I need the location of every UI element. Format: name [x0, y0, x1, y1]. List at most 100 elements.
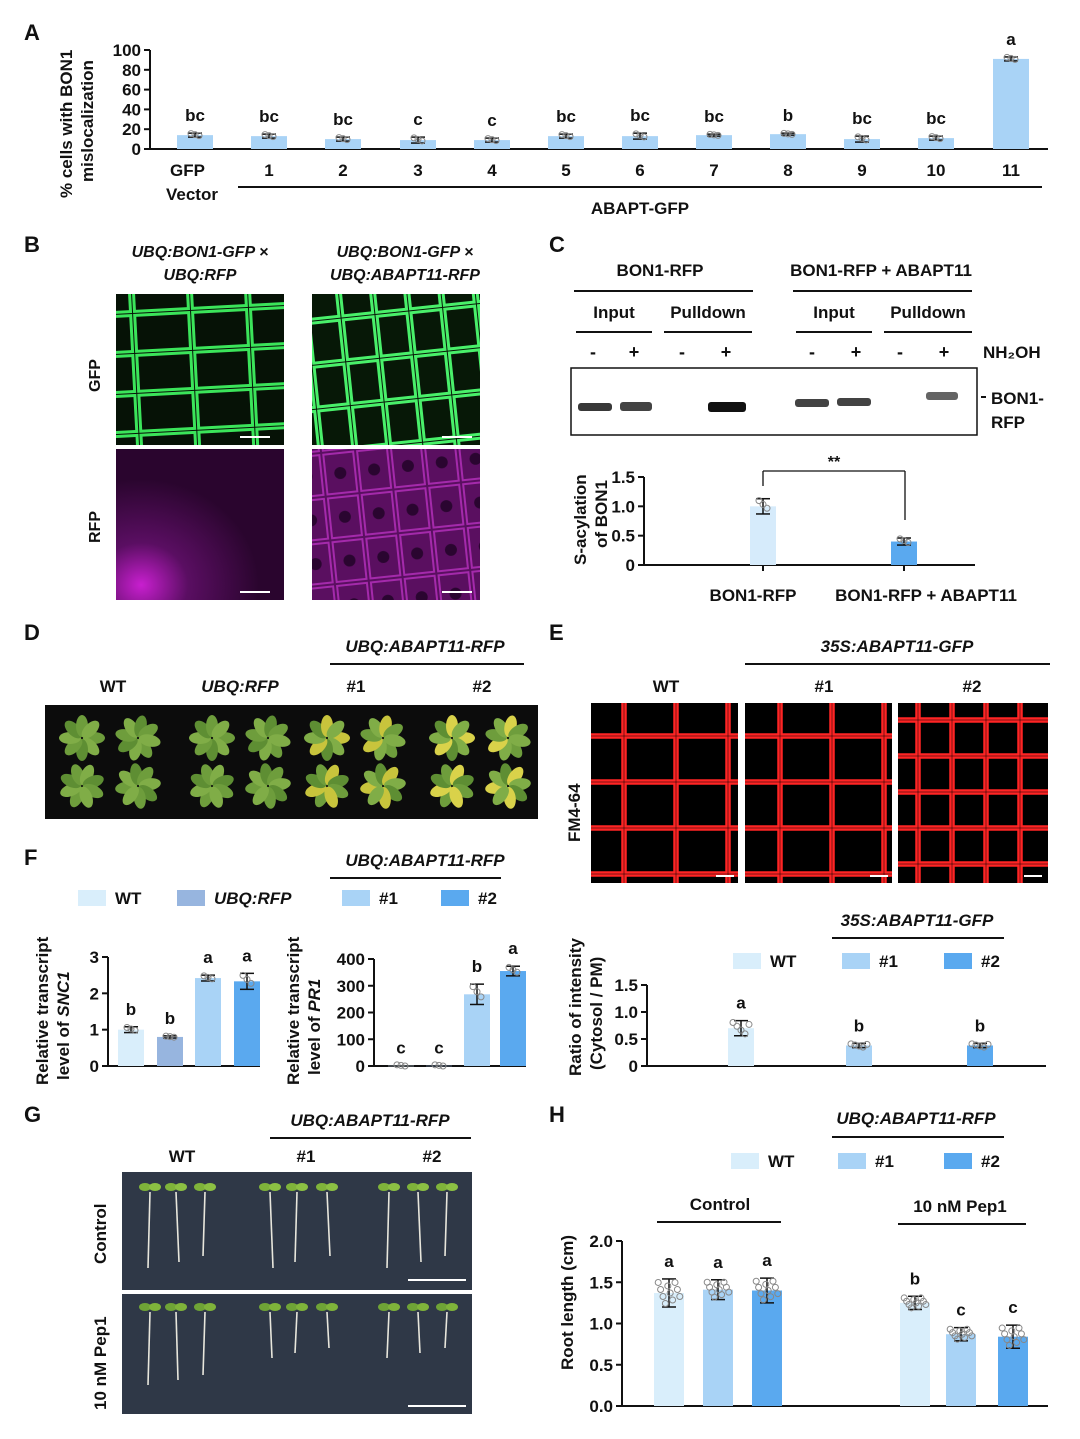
rosette-leaf	[492, 786, 509, 806]
data-point-h	[1017, 1330, 1025, 1338]
cotyledon	[417, 1183, 429, 1191]
data-point-f	[968, 1040, 976, 1048]
panel-f-label-2: #2	[963, 677, 982, 696]
legend-label: #1	[879, 952, 898, 971]
treatment-sign: -	[897, 342, 903, 362]
bar-e1	[195, 978, 221, 1066]
panel-c-pulldown-1: Pulldown	[670, 303, 746, 322]
bar-a	[993, 58, 1029, 149]
data-point-a	[1011, 55, 1019, 63]
data-point-h	[1008, 1327, 1016, 1335]
data-point-a	[714, 131, 722, 139]
data-point-h	[774, 1290, 782, 1298]
significance-letter-h: a	[664, 1252, 674, 1271]
panel-g-row1: Control	[91, 1204, 110, 1264]
panel-c-group2: BON1-RFP + ABAPT11	[790, 261, 972, 280]
x-tick-label-a: 2	[338, 161, 347, 180]
data-point-h	[1005, 1341, 1013, 1349]
panel-e-legend: WT UBQ:RFP #1 #2	[78, 889, 497, 908]
x-tick-label-a: 10	[927, 161, 946, 180]
bar-e1	[118, 1029, 144, 1066]
data-point-e1	[208, 975, 216, 983]
y-tick-label-h: 0.0	[589, 1397, 613, 1416]
data-point-a	[484, 135, 492, 143]
data-point-a	[562, 132, 570, 140]
data-point-a	[780, 129, 788, 137]
panel-f-group-label: 35S:ABAPT11-GFP	[821, 637, 974, 656]
data-point-h	[968, 1332, 976, 1340]
significance-letter-e1: a	[203, 948, 213, 967]
cotyledon	[436, 1183, 448, 1191]
root	[294, 1311, 298, 1354]
bar-c	[750, 506, 776, 565]
data-point-e2	[435, 1061, 443, 1069]
fm464-image-line2	[898, 703, 1048, 883]
y-tick-label-h: 1.5	[589, 1273, 613, 1292]
data-point-a	[488, 136, 496, 144]
rosette-leaf	[252, 786, 269, 806]
bar-a	[251, 136, 287, 149]
rosette-leaf	[326, 720, 345, 739]
bar-e2	[464, 994, 490, 1066]
panel-d-label-2: #2	[473, 677, 492, 696]
data-point-a	[191, 131, 199, 139]
legend-swatch	[838, 1153, 866, 1169]
data-point-f	[729, 1019, 737, 1027]
data-point-e2	[397, 1061, 405, 1069]
panel-a-row1-label: GFP	[170, 161, 205, 180]
data-point-c	[896, 535, 904, 543]
panel-g-photo: UBQ:ABAPT11-RFP WT #1 #2 Control 10 nM P…	[91, 1111, 472, 1414]
panel-h-cond1: Control	[690, 1195, 750, 1214]
significance-letter-h: b	[910, 1269, 920, 1288]
cotyledon	[316, 1183, 328, 1191]
significance-letter-a: c	[413, 110, 422, 129]
y-tick-label-a: 80	[122, 61, 141, 80]
panel-g-row2: 10 nM Pep1	[91, 1316, 110, 1410]
significance-letter-a: bc	[185, 106, 205, 125]
rosette-leaf	[382, 766, 399, 786]
rosette-leaf	[383, 785, 403, 802]
panel-g-label-1: #1	[297, 1147, 316, 1166]
y-tick-label-h: 2.0	[589, 1232, 613, 1251]
x-tick-label-a: 1	[264, 161, 273, 180]
panel-g-group-label: UBQ:ABAPT11-RFP	[290, 1111, 450, 1130]
cotyledon	[139, 1183, 151, 1191]
panel-b-col1-line1: UBQ:BON1-GFP ×	[132, 244, 269, 261]
bar-a	[400, 140, 436, 149]
panel-e-plot-pr1: 0 100 200 300 400 c c b a	[337, 939, 526, 1076]
data-point-f	[863, 1040, 871, 1048]
data-point-h	[764, 1287, 772, 1294]
panel-h-cond2: 10 nM Pep1	[913, 1197, 1007, 1216]
data-point-h	[752, 1277, 760, 1285]
root	[294, 1191, 298, 1263]
panel-e-plot-snc1: 0 1 2 3 b b a a	[90, 946, 260, 1076]
y-tick-label-a: 0	[132, 140, 141, 159]
cotyledon	[204, 1303, 216, 1311]
panel-f: 35S:ABAPT11-GFP WT #1 #2 FM4-64 35S:ABAP…	[565, 637, 1050, 1076]
data-point-f	[972, 1041, 980, 1049]
bar-e1	[157, 1036, 183, 1066]
rosette-leaf	[507, 766, 524, 786]
rosette-leaf	[268, 734, 291, 747]
panel-h-legend: WT #1 #2	[731, 1152, 1000, 1171]
panel-d-photo: UBQ:ABAPT11-RFP WT UBQ:RFP #1 #2	[45, 637, 538, 819]
rosette-leaf	[267, 766, 284, 786]
data-point-a	[558, 131, 566, 139]
data-point-e1	[131, 1026, 139, 1034]
bar-a	[177, 135, 213, 149]
data-point-h	[755, 1283, 763, 1291]
bar-e2	[500, 971, 526, 1066]
data-point-e2	[469, 983, 477, 991]
data-point-h	[907, 1304, 915, 1312]
x-tick-label-a: 7	[709, 161, 718, 180]
data-point-a	[492, 137, 500, 145]
significance-letter-a: bc	[704, 107, 724, 126]
data-point-f	[733, 1022, 741, 1030]
data-point-f	[847, 1040, 855, 1048]
cotyledon	[194, 1303, 206, 1311]
significance-letter-e2: a	[508, 939, 518, 958]
root	[147, 1191, 151, 1269]
rosette-leaf	[138, 785, 158, 802]
bar-a	[918, 138, 954, 149]
